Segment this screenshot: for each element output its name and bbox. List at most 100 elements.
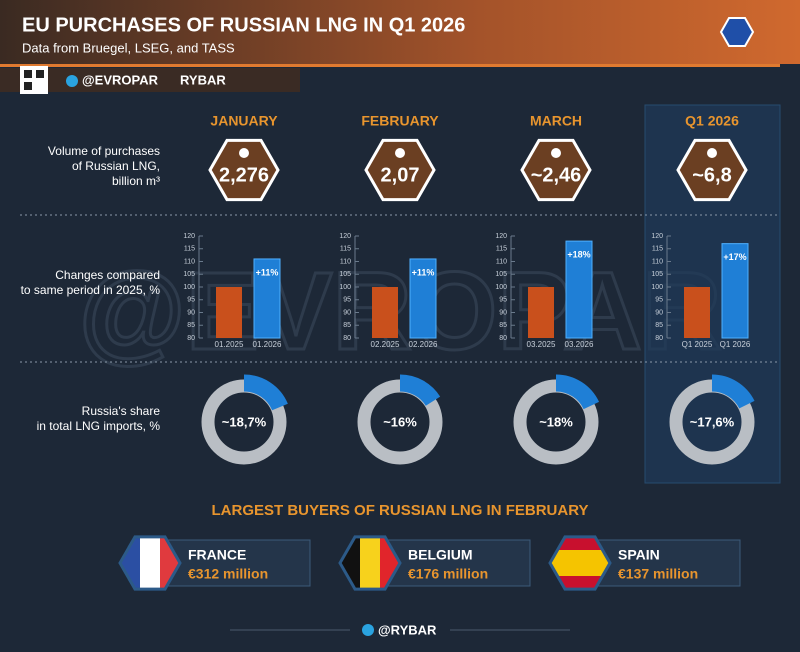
buyer-amount: €176 million: [408, 566, 488, 582]
column-title: JANUARY: [210, 113, 278, 129]
volume-label: 2,07: [381, 164, 420, 186]
bar: [684, 287, 710, 338]
volume-hexagon: [208, 138, 280, 202]
y-tick-label: 100: [339, 284, 351, 291]
buyers-title: LARGEST BUYERS OF RUSSIAN LNG IN FEBRUAR…: [212, 502, 589, 519]
share-label: ~16%: [383, 414, 417, 429]
volume-label: 2,276: [219, 164, 269, 186]
volume-hexagon: [520, 138, 592, 202]
bar: [721, 243, 749, 339]
bar: [409, 258, 437, 339]
buyer-box: [379, 539, 531, 587]
y-tick-label: 115: [496, 246, 507, 253]
flame-icon: [551, 148, 561, 158]
y-tick-label: 100: [495, 284, 507, 291]
qr-part: [36, 70, 44, 78]
brand: RYBAR: [180, 72, 226, 87]
y-tick-label: 90: [343, 309, 351, 316]
column-title: MARCH: [530, 113, 582, 129]
flame-icon: [707, 148, 717, 158]
volume-hexagon: [676, 138, 748, 202]
buyer-country: BELGIUM: [408, 547, 473, 563]
flame-icon: [395, 148, 405, 158]
bar: [565, 240, 593, 339]
buyer-amount: €312 million: [188, 566, 268, 582]
header-band: [0, 0, 800, 64]
y-tick-label: 95: [655, 297, 663, 304]
change-label: +11%: [256, 267, 279, 277]
y-tick-label: 95: [343, 297, 351, 304]
y-tick-label: 90: [187, 309, 195, 316]
bar-category: 03.2026: [565, 340, 594, 349]
y-tick-label: 95: [187, 297, 195, 304]
bar: [528, 287, 554, 338]
buyer-amount: €137 million: [618, 566, 698, 582]
y-tick-label: 95: [499, 297, 507, 304]
y-tick-label: 80: [655, 335, 663, 342]
y-tick-label: 105: [651, 271, 663, 278]
y-tick-label: 80: [187, 335, 195, 342]
share-label: ~18%: [539, 414, 573, 429]
column-title: FEBRUARY: [361, 113, 439, 129]
y-tick-label: 105: [339, 271, 351, 278]
share-label: ~17,6%: [690, 414, 735, 429]
y-tick-label: 85: [655, 322, 663, 329]
bar: [216, 287, 242, 338]
row-label: in total LNG imports, %: [37, 419, 161, 433]
y-tick-label: 110: [496, 258, 507, 265]
column-title: Q1 2026: [685, 113, 739, 129]
flame-icon: [239, 148, 249, 158]
share-arc: [352, 374, 448, 470]
footer: @RYBAR: [378, 622, 437, 637]
handle-band: [0, 68, 300, 92]
change-label: +11%: [412, 267, 435, 277]
handle: @EVROPAR: [82, 72, 159, 87]
bar-category: Q1 2025: [682, 340, 713, 349]
share-arc: [664, 374, 760, 470]
y-tick-label: 120: [651, 233, 663, 240]
row-label: billion m³: [112, 174, 160, 188]
flag-stripe: [360, 536, 380, 590]
y-tick-label: 110: [652, 258, 663, 265]
bar-category: 02.2025: [371, 340, 400, 349]
volume-label: ~6,8: [692, 164, 731, 186]
watermark: @EVROPAR: [78, 250, 721, 373]
y-tick-label: 80: [499, 335, 507, 342]
flag-stripe: [550, 550, 610, 576]
y-tick-label: 115: [340, 246, 351, 253]
buyer-country: SPAIN: [618, 547, 660, 563]
buyer-box: [159, 539, 311, 587]
bar-category: 02.2026: [409, 340, 438, 349]
telegram-icon: [362, 624, 374, 636]
row-label: Russia's share: [82, 404, 161, 418]
bar-category: 01.2026: [253, 340, 282, 349]
share-arc: [508, 374, 604, 470]
bar-category: 01.2025: [215, 340, 244, 349]
row-label: Changes compared: [55, 268, 160, 282]
y-tick-label: 120: [183, 233, 195, 240]
y-tick-label: 120: [339, 233, 351, 240]
qr-part: [24, 82, 32, 90]
y-tick-label: 85: [499, 322, 507, 329]
y-tick-label: 115: [184, 246, 195, 253]
bar: [253, 258, 281, 339]
share-label: ~18,7%: [222, 414, 267, 429]
y-tick-label: 120: [495, 233, 507, 240]
bar: [372, 287, 398, 338]
y-tick-label: 100: [651, 284, 663, 291]
y-tick-label: 105: [183, 271, 195, 278]
flag-frame: [118, 535, 182, 591]
row-label: of Russian LNG,: [72, 159, 160, 173]
row-label: Volume of purchases: [48, 144, 160, 158]
y-tick-label: 105: [495, 271, 507, 278]
bar-category: Q1 2026: [720, 340, 751, 349]
subtitle: Data from Bruegel, LSEG, and TASS: [22, 40, 235, 55]
header-rule: [0, 64, 780, 67]
buyer-country: FRANCE: [188, 547, 246, 563]
volume-hexagon: [364, 138, 436, 202]
y-tick-label: 90: [499, 309, 507, 316]
footer-bg: [350, 621, 450, 639]
buyer-box: [589, 539, 741, 587]
flag-frame: [338, 535, 402, 591]
bar-category: 03.2025: [527, 340, 556, 349]
